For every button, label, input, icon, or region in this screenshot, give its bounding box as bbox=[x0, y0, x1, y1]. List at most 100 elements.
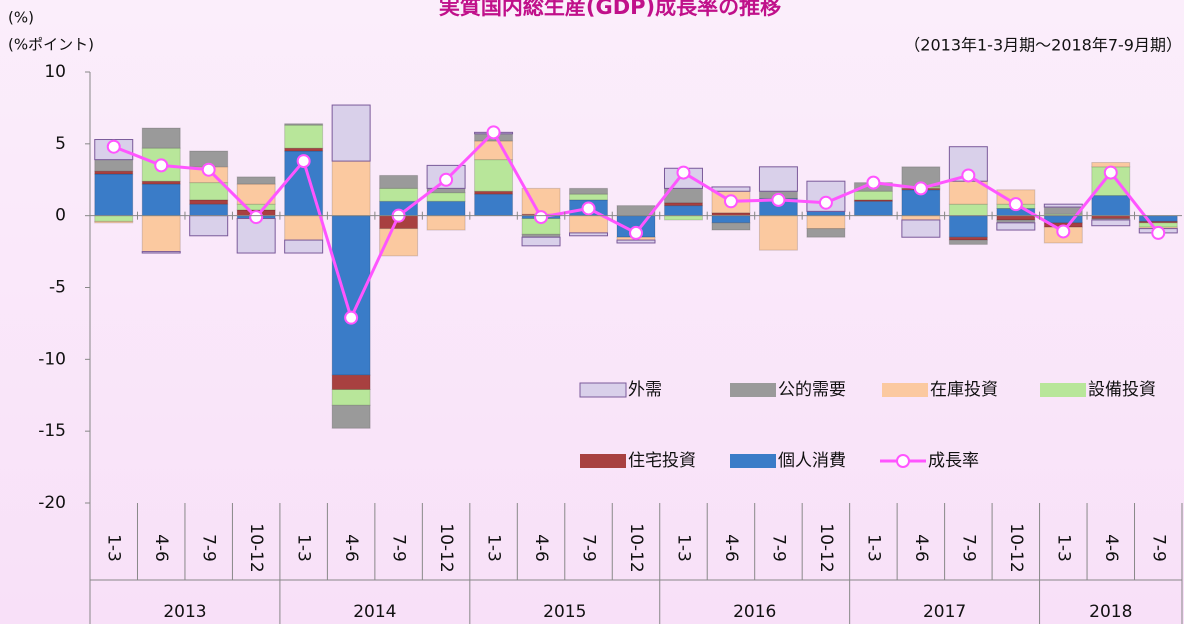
bar-segment bbox=[141, 251, 181, 254]
legend-label: 設備投資 bbox=[1088, 380, 1156, 400]
bar-segment bbox=[901, 215, 941, 221]
bar-segment bbox=[758, 215, 798, 251]
legend-swatch bbox=[579, 382, 627, 398]
y-tick-label: -15 bbox=[38, 421, 66, 441]
x-tick-label: 10-12 bbox=[626, 523, 646, 572]
bar-segment bbox=[331, 160, 371, 217]
bar-segment bbox=[711, 186, 751, 192]
legend-marker bbox=[896, 454, 910, 468]
x-tick-label: 1-3 bbox=[863, 534, 883, 562]
growth-point bbox=[676, 165, 691, 180]
growth-point bbox=[866, 175, 881, 190]
bar-segment bbox=[521, 236, 561, 247]
bar-segment bbox=[616, 239, 656, 244]
growth-point bbox=[296, 154, 311, 169]
bar-segment bbox=[569, 215, 609, 234]
bar-segment bbox=[284, 124, 324, 149]
bar-segment bbox=[901, 219, 941, 238]
y-tick-label: -10 bbox=[38, 349, 66, 369]
x-tick-label: 10-12 bbox=[1006, 523, 1026, 572]
x-tick-label: 7-9 bbox=[199, 534, 219, 562]
growth-point bbox=[818, 195, 833, 210]
y-tick-label: 0 bbox=[55, 206, 66, 226]
bar-segment bbox=[331, 215, 371, 376]
x-tick-label: 4-6 bbox=[911, 534, 931, 562]
bar-segment bbox=[806, 210, 846, 217]
bar-segment bbox=[284, 239, 324, 254]
x-tick-label: 7-9 bbox=[958, 534, 978, 562]
bar-segment bbox=[94, 173, 134, 217]
growth-point bbox=[723, 194, 738, 209]
year-label: 2018 bbox=[1089, 602, 1132, 622]
growth-point bbox=[771, 192, 786, 207]
x-tick-label: 10-12 bbox=[816, 523, 836, 572]
x-tick-label: 1-3 bbox=[484, 534, 504, 562]
bar-segment bbox=[948, 215, 988, 238]
legend-label: 公的需要 bbox=[778, 380, 846, 400]
legend-label: 成長率 bbox=[928, 451, 979, 471]
legend-label: 住宅投資 bbox=[628, 451, 696, 471]
bar-segment bbox=[94, 159, 134, 172]
bar-segment bbox=[569, 232, 609, 237]
bar-segment bbox=[948, 203, 988, 217]
bar-segment bbox=[711, 215, 751, 224]
growth-point bbox=[1008, 197, 1023, 212]
legend-swatch bbox=[580, 454, 626, 468]
bar-segment bbox=[948, 239, 988, 245]
year-label: 2013 bbox=[163, 602, 206, 622]
growth-point bbox=[1151, 225, 1166, 240]
y-tick-label: 5 bbox=[55, 134, 66, 154]
bar-segment bbox=[663, 215, 703, 221]
x-tick-label: 7-9 bbox=[389, 534, 409, 562]
bar-segment bbox=[379, 187, 419, 202]
x-tick-label: 4-6 bbox=[531, 534, 551, 562]
bar-segment bbox=[141, 215, 181, 253]
y-label: (%ポイント) bbox=[8, 36, 94, 54]
x-tick-label: 4-6 bbox=[341, 534, 361, 562]
bar-segment bbox=[379, 174, 419, 189]
legend-swatch bbox=[730, 454, 776, 468]
growth-point bbox=[344, 310, 359, 325]
legend-swatch bbox=[1040, 383, 1086, 397]
growth-point bbox=[581, 201, 596, 216]
growth-point bbox=[249, 210, 264, 225]
x-tick-label: 1-3 bbox=[104, 534, 124, 562]
year-label: 2017 bbox=[923, 602, 966, 622]
bar-segment bbox=[331, 404, 371, 429]
bar-segment bbox=[236, 203, 276, 211]
bar-segment bbox=[189, 182, 229, 201]
bar-segment bbox=[853, 190, 893, 201]
bar-segment bbox=[284, 123, 324, 126]
x-tick-label: 4-6 bbox=[1101, 534, 1121, 562]
x-tick-label: 10-12 bbox=[246, 523, 266, 572]
bar-segment bbox=[94, 215, 134, 222]
growth-point bbox=[1103, 165, 1118, 180]
bar-segment bbox=[284, 215, 324, 241]
y-tick-label: -5 bbox=[49, 278, 66, 298]
bar-segment bbox=[331, 374, 371, 391]
growth-point bbox=[913, 181, 928, 196]
bar-segment bbox=[806, 228, 846, 238]
growth-point bbox=[439, 172, 454, 187]
bar-segment bbox=[1138, 220, 1178, 224]
x-tick-label: 7-9 bbox=[579, 534, 599, 562]
y-tick-label: -20 bbox=[38, 493, 66, 513]
bar-segment bbox=[1091, 195, 1131, 217]
growth-point bbox=[201, 162, 216, 177]
bar-segment bbox=[806, 215, 846, 230]
growth-point bbox=[629, 225, 643, 240]
bar-segment bbox=[853, 200, 893, 217]
bar-segment bbox=[996, 222, 1036, 231]
x-tick-label: 7-9 bbox=[768, 534, 788, 562]
legend-label: 外需 bbox=[628, 380, 662, 400]
x-tick-label: 1-3 bbox=[1053, 534, 1073, 562]
x-tick-label: 10-12 bbox=[436, 523, 456, 572]
bar-segment bbox=[758, 166, 798, 192]
bar-segment bbox=[426, 215, 466, 231]
bar-segment bbox=[141, 183, 181, 217]
bar-segment bbox=[426, 192, 466, 202]
bar-segment bbox=[996, 215, 1036, 221]
year-label: 2014 bbox=[353, 602, 396, 622]
bar-segment bbox=[663, 205, 703, 217]
